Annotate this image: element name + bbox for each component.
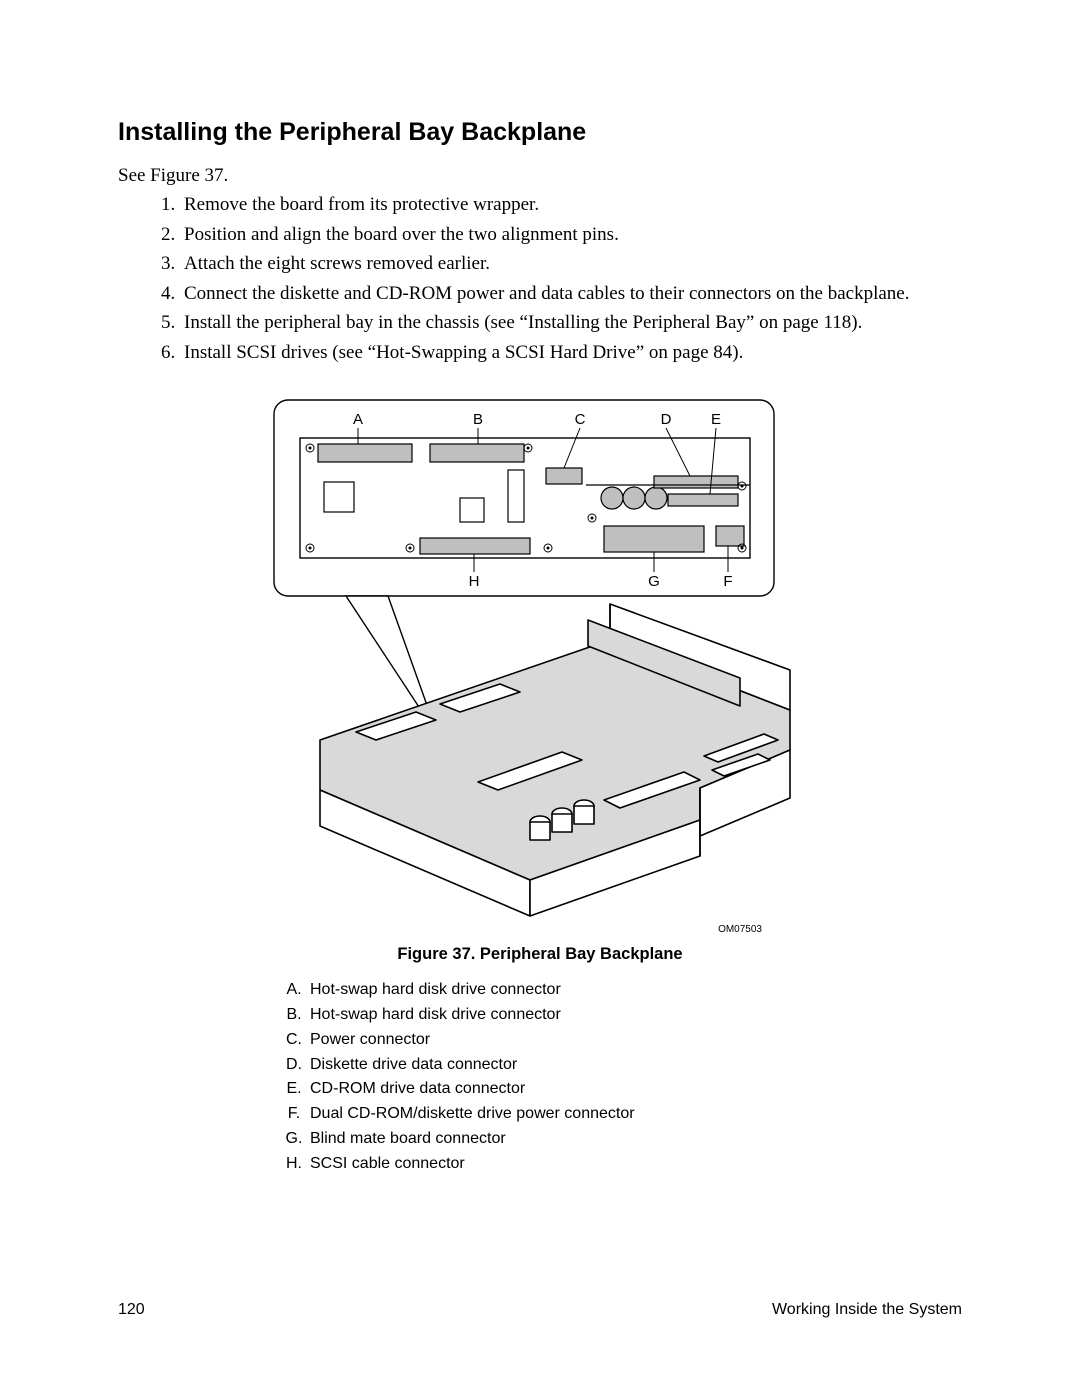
page-footer: 120 Working Inside the System — [118, 1301, 962, 1319]
footer-section: Working Inside the System — [772, 1301, 962, 1319]
legend-item: D.Diskette drive data connector — [278, 1053, 962, 1078]
legend-item: G.Blind mate board connector — [278, 1127, 962, 1152]
connector-c — [546, 468, 582, 484]
step-item: Position and align the board over the tw… — [180, 221, 962, 249]
connector-f — [716, 526, 744, 546]
legend-item: E.CD-ROM drive data connector — [278, 1077, 962, 1102]
legend-item: B.Hot-swap hard disk drive connector — [278, 1003, 962, 1028]
callout-h: H — [469, 573, 480, 590]
diagram-id: OM07503 — [118, 924, 962, 935]
callout-g: G — [648, 573, 660, 590]
install-steps: Remove the board from its protective wra… — [180, 191, 962, 366]
callout-f: F — [723, 573, 732, 590]
chip-1 — [324, 482, 354, 512]
connector-g — [604, 526, 704, 552]
step-item: Install the peripheral bay in the chassi… — [180, 309, 962, 337]
callout-e: E — [711, 411, 721, 428]
legend-item: H.SCSI cable connector — [278, 1152, 962, 1177]
chip-3 — [508, 470, 524, 522]
step-item: Attach the eight screws removed earlier. — [180, 250, 962, 278]
backplane-diagram: A B C D E H G F — [230, 390, 850, 920]
chip-2 — [460, 498, 484, 522]
figure-37: A B C D E H G F — [118, 390, 962, 1176]
step-item: Connect the diskette and CD-ROM power an… — [180, 280, 962, 308]
connector-e — [668, 494, 738, 506]
callout-b: B — [473, 411, 483, 428]
callout-a: A — [353, 411, 363, 428]
connector-b — [430, 444, 524, 462]
page-heading: Installing the Peripheral Bay Backplane — [118, 118, 962, 147]
step-item: Install SCSI drives (see “Hot-Swapping a… — [180, 339, 962, 367]
connector-d — [654, 476, 738, 488]
figure-legend: A.Hot-swap hard disk drive connector B.H… — [278, 978, 962, 1176]
connector-a — [318, 444, 412, 462]
connector-h — [420, 538, 530, 554]
legend-item: A.Hot-swap hard disk drive connector — [278, 978, 962, 1003]
callout-c: C — [575, 411, 586, 428]
figure-caption: Figure 37. Peripheral Bay Backplane — [118, 945, 962, 964]
callout-d: D — [661, 411, 672, 428]
capacitor — [623, 487, 645, 509]
step-item: Remove the board from its protective wra… — [180, 191, 962, 219]
legend-item: C.Power connector — [278, 1028, 962, 1053]
page-number: 120 — [118, 1301, 145, 1319]
legend-item: F.Dual CD-ROM/diskette drive power conne… — [278, 1102, 962, 1127]
capacitor — [645, 487, 667, 509]
capacitor — [601, 487, 623, 509]
intro-text: See Figure 37. — [118, 165, 962, 187]
